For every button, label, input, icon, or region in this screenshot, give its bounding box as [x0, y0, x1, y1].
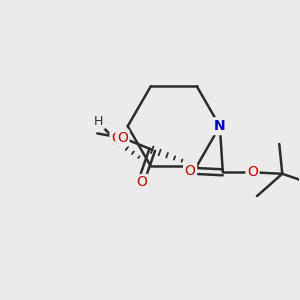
Text: H: H — [94, 115, 104, 128]
Text: N: N — [214, 119, 226, 133]
Text: O: O — [185, 164, 196, 178]
Text: O: O — [247, 165, 258, 179]
Text: O: O — [117, 131, 128, 145]
Text: O: O — [111, 131, 122, 145]
Text: O: O — [136, 176, 147, 190]
